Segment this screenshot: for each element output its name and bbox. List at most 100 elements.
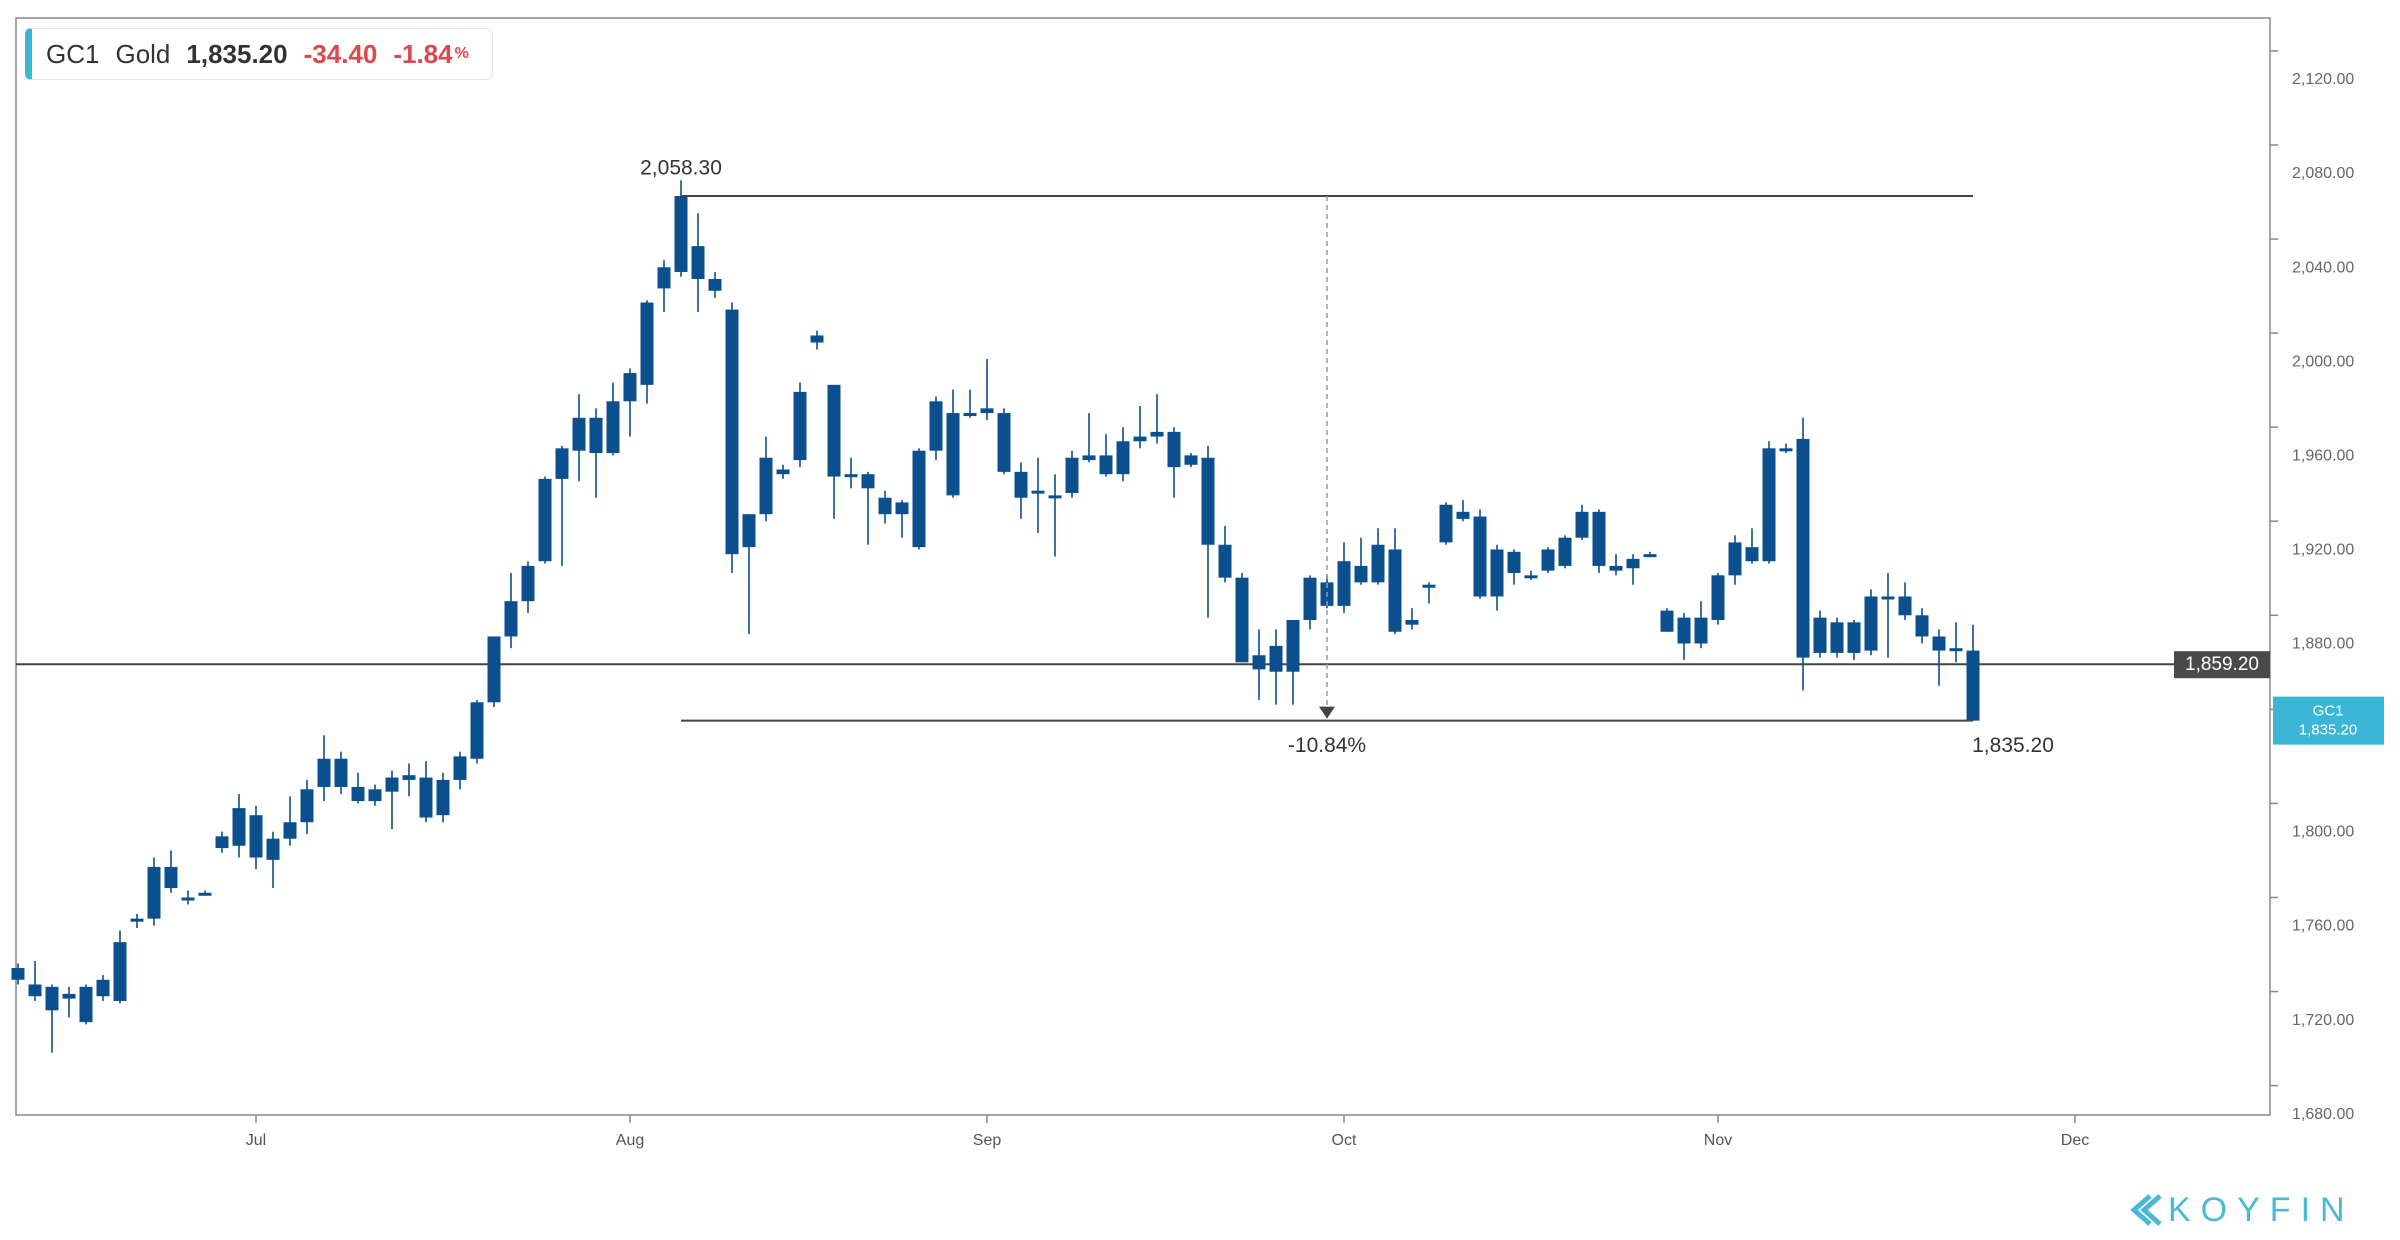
candle-body bbox=[742, 514, 756, 548]
candle-body bbox=[453, 756, 467, 780]
candle-body bbox=[1456, 511, 1470, 519]
candle-body bbox=[538, 478, 552, 562]
measure-change-label: -10.84% bbox=[1288, 734, 1366, 757]
candle-body bbox=[1558, 537, 1572, 566]
x-tick-label: Nov bbox=[1704, 1132, 1732, 1149]
reference-tag bbox=[2174, 651, 2270, 679]
candle-body bbox=[232, 808, 246, 846]
y-tick-label: 1,960.00 bbox=[2292, 447, 2354, 464]
candle-body bbox=[878, 497, 892, 515]
candle-body bbox=[929, 401, 943, 451]
last-price-ticker: GC1 bbox=[2313, 703, 2344, 720]
candle-body bbox=[45, 986, 59, 1011]
candle-body bbox=[725, 309, 739, 555]
candle-body bbox=[1711, 575, 1725, 620]
y-tick-label: 1,880.00 bbox=[2292, 636, 2354, 653]
candle-body bbox=[11, 968, 25, 980]
candle-body bbox=[1252, 655, 1266, 670]
candle-body bbox=[198, 892, 212, 896]
candle-body bbox=[1286, 619, 1300, 672]
candle-body bbox=[1354, 565, 1368, 583]
candle-body bbox=[283, 822, 297, 839]
candle-body bbox=[487, 636, 501, 703]
candle-body bbox=[1133, 436, 1147, 442]
candle-body bbox=[963, 413, 977, 417]
candle-body bbox=[793, 391, 807, 461]
y-tick-label: 1,800.00 bbox=[2292, 824, 2354, 841]
candle-body bbox=[1643, 554, 1657, 558]
y-tick-label: 2,000.00 bbox=[2292, 353, 2354, 370]
y-tick-label: 1,720.00 bbox=[2292, 1012, 2354, 1029]
candle-body bbox=[1099, 455, 1113, 475]
ticker: GC1 bbox=[46, 38, 100, 69]
candle-body bbox=[147, 866, 161, 919]
candle-body bbox=[62, 993, 76, 999]
candle-body bbox=[1337, 561, 1351, 606]
pct-unit: % bbox=[454, 45, 469, 62]
candle-body bbox=[1796, 438, 1810, 658]
candle-body bbox=[759, 457, 773, 515]
candle-body bbox=[317, 758, 331, 787]
candle-body bbox=[1779, 448, 1793, 452]
candle-body bbox=[640, 302, 654, 385]
candle-body bbox=[555, 448, 569, 479]
candle-body bbox=[912, 450, 926, 548]
candle-body bbox=[1609, 565, 1623, 571]
candle-body bbox=[96, 979, 110, 997]
candle-body bbox=[1762, 448, 1776, 562]
candle-body bbox=[504, 601, 518, 637]
candle-body bbox=[215, 836, 229, 849]
last-price-tag bbox=[2273, 696, 2384, 745]
candle-body bbox=[1813, 617, 1827, 653]
y-tick-label: 2,040.00 bbox=[2292, 259, 2354, 276]
candle-body bbox=[946, 413, 960, 496]
candle-body bbox=[1371, 544, 1385, 583]
candle-body bbox=[368, 789, 382, 802]
candle-body bbox=[1966, 650, 1980, 721]
candle-body bbox=[861, 474, 875, 489]
y-tick-label: 2,120.00 bbox=[2292, 71, 2354, 88]
candle-body bbox=[181, 897, 195, 901]
candle-body bbox=[1592, 511, 1606, 566]
candle-body bbox=[1898, 596, 1912, 616]
x-tick-label: Dec bbox=[2061, 1132, 2089, 1149]
quote-header: GC1 Gold 1,835.20 -34.40 -1.84 % bbox=[25, 28, 493, 80]
last-price-label: 1,835.20 bbox=[2299, 722, 2357, 739]
candle-body bbox=[1201, 457, 1215, 545]
candle-body bbox=[521, 565, 535, 602]
brand: KOYFIN bbox=[2168, 1191, 2355, 1229]
candle-body bbox=[1694, 617, 1708, 644]
candle-body bbox=[708, 279, 722, 291]
candle-body bbox=[691, 246, 705, 280]
candle-body bbox=[1473, 516, 1487, 597]
candle-body bbox=[266, 838, 280, 860]
candle-body bbox=[79, 986, 93, 1023]
candle-body bbox=[1184, 455, 1198, 465]
y-tick-label: 1,760.00 bbox=[2292, 918, 2354, 935]
reference-tag-label: 1,859.20 bbox=[2185, 654, 2259, 675]
change-pct: -1.84 bbox=[393, 38, 453, 69]
candle-body bbox=[1575, 511, 1589, 538]
candle-body bbox=[1167, 431, 1181, 468]
candle-body bbox=[249, 815, 263, 858]
candle-body bbox=[827, 384, 841, 477]
candle-body bbox=[1507, 551, 1521, 573]
y-tick-label: 1,920.00 bbox=[2292, 541, 2354, 558]
candle-body bbox=[1048, 495, 1062, 499]
measure-high-label: 2,058.30 bbox=[640, 157, 722, 180]
x-tick-label: Oct bbox=[1332, 1132, 1357, 1149]
candle-body bbox=[1677, 617, 1691, 644]
x-tick-label: Sep bbox=[973, 1132, 1002, 1149]
candle-body bbox=[844, 474, 858, 478]
candle-body bbox=[1422, 584, 1436, 588]
candle-body bbox=[1541, 549, 1555, 571]
candle-body bbox=[1014, 471, 1028, 498]
candle-body bbox=[1490, 549, 1504, 597]
candle-body bbox=[895, 502, 909, 515]
y-tick-label: 2,080.00 bbox=[2292, 165, 2354, 182]
name: Gold bbox=[115, 38, 171, 69]
candle-body bbox=[419, 777, 433, 818]
candle-body bbox=[28, 984, 42, 997]
candle-body bbox=[1745, 547, 1759, 562]
